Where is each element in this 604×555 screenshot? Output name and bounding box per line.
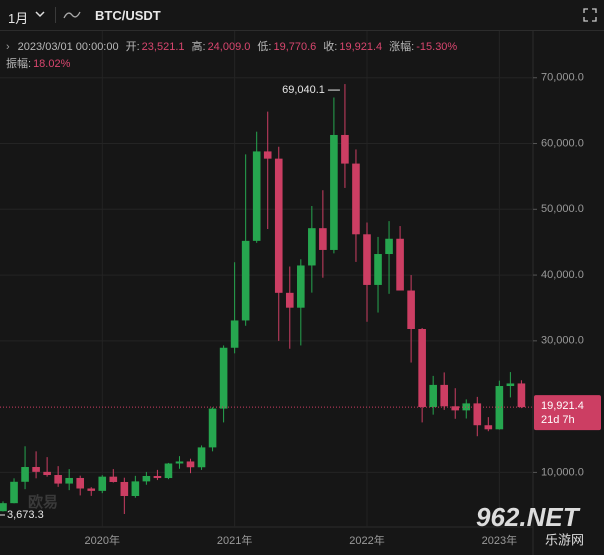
candle-body — [175, 461, 184, 464]
interval-selector[interactable]: 1月 — [8, 11, 29, 26]
candle-body — [164, 463, 173, 479]
plot: 10,000.0 30,000.0 40,000.0 50,000.0 60,000.0… — [0, 30, 601, 547]
toolbar: 1月 BTC/USDT — [0, 0, 604, 31]
stat-label: 收: — [323, 41, 338, 53]
candle-body — [120, 481, 129, 496]
candle-body — [197, 447, 206, 468]
candle-body — [473, 403, 482, 426]
candle-body — [517, 383, 526, 408]
indicator-icon[interactable] — [63, 9, 81, 21]
x-tick-label: 2021年 — [217, 533, 252, 547]
candle-body — [462, 403, 471, 411]
candle-body — [54, 475, 62, 484]
candle-body — [32, 466, 40, 472]
candle-body — [43, 471, 51, 476]
watermark: 欧易 — [28, 493, 58, 511]
candle-body — [87, 488, 96, 491]
stat-value: 24,009.0 — [207, 41, 251, 53]
symbol: BTC/USDT — [95, 8, 161, 23]
candle-body — [263, 151, 272, 159]
y-tick-label: 30,000.0 — [541, 335, 584, 347]
watermark: 962.NET — [476, 502, 581, 532]
candle-body — [407, 290, 415, 329]
candle-body — [230, 320, 239, 348]
stat-label: 高: — [191, 41, 206, 53]
candle-body — [440, 384, 448, 407]
stat-value: 18.02% — [33, 58, 71, 70]
stat-label: 开: — [125, 41, 140, 53]
last-price-label: 19,921.4 — [541, 400, 584, 412]
countdown-label: 21d 7h — [541, 414, 575, 426]
y-tick-label: 70,000.0 — [541, 72, 584, 84]
min-label: 3,673.3 — [7, 509, 44, 521]
last-price-tag — [534, 395, 601, 431]
candle-body — [396, 238, 404, 291]
timestamp: 2023/03/01 00:00:00 — [17, 41, 119, 53]
x-tick-label: 2022年 — [349, 533, 384, 547]
candle-body — [418, 329, 426, 408]
candle-body — [65, 477, 73, 484]
candle-body — [429, 384, 437, 408]
candle-body — [363, 234, 371, 285]
stat-label: 低: — [257, 41, 272, 53]
x-tick-label: 2023年 — [482, 533, 517, 547]
candle-body — [208, 408, 217, 448]
candle-body — [98, 476, 107, 491]
stat-value: 23,521.1 — [141, 41, 185, 53]
ohlc-info: › 2023/03/01 00:00:00 开: 23,521.1 高: 24,009.0… — [6, 39, 457, 73]
candle-body — [274, 158, 283, 293]
fullscreen-icon[interactable] — [583, 8, 597, 22]
candle-body — [319, 228, 327, 250]
candle-body — [297, 265, 305, 308]
y-tick-label: 50,000.0 — [541, 203, 584, 215]
candle-body — [285, 292, 294, 308]
candle-body — [0, 503, 7, 512]
candle-body — [142, 476, 151, 482]
info-row: › 2023/03/01 00:00:00 开: 23,521.1 高: 24,009.0… — [6, 39, 457, 56]
candle-body — [451, 406, 460, 411]
candle-body — [21, 466, 29, 482]
collapse-icon[interactable]: › — [6, 41, 10, 53]
info-row: 振幅: 18.02% — [0, 56, 457, 73]
candle-body — [374, 254, 382, 285]
candle-body — [109, 476, 118, 482]
candle-body — [76, 477, 85, 489]
candle-body — [506, 383, 515, 387]
candle-body — [153, 476, 162, 479]
y-tick-label: 10,000.0 — [541, 466, 584, 478]
candle-body — [352, 163, 360, 235]
stat-value: 19,770.6 — [273, 41, 317, 53]
max-label: 69,040.1 — [282, 84, 325, 96]
chevron-icon[interactable] — [35, 11, 45, 19]
candle-body — [484, 425, 493, 430]
x-tick-label: 2020年 — [85, 533, 120, 547]
candle-body — [10, 481, 18, 504]
stat-value: -15.30% — [416, 41, 458, 53]
separator — [55, 7, 56, 23]
candle-body — [131, 481, 140, 496]
stat-label: 涨幅: — [389, 41, 415, 53]
candle-body — [495, 386, 504, 430]
y-tick-label: 40,000.0 — [541, 269, 584, 281]
candle-body — [385, 238, 393, 255]
candle-body — [341, 134, 349, 164]
candle-body — [186, 461, 195, 468]
stat-value: 19,921.4 — [339, 41, 383, 53]
candle-body — [241, 240, 250, 321]
candle-body — [330, 134, 338, 250]
candle-body — [252, 151, 261, 241]
watermark: 乐游网 — [545, 532, 584, 547]
candle-body — [219, 347, 228, 409]
y-tick-label: 60,000.0 — [541, 137, 584, 149]
candle-body — [308, 228, 316, 266]
stat-label: 振幅: — [6, 58, 32, 70]
